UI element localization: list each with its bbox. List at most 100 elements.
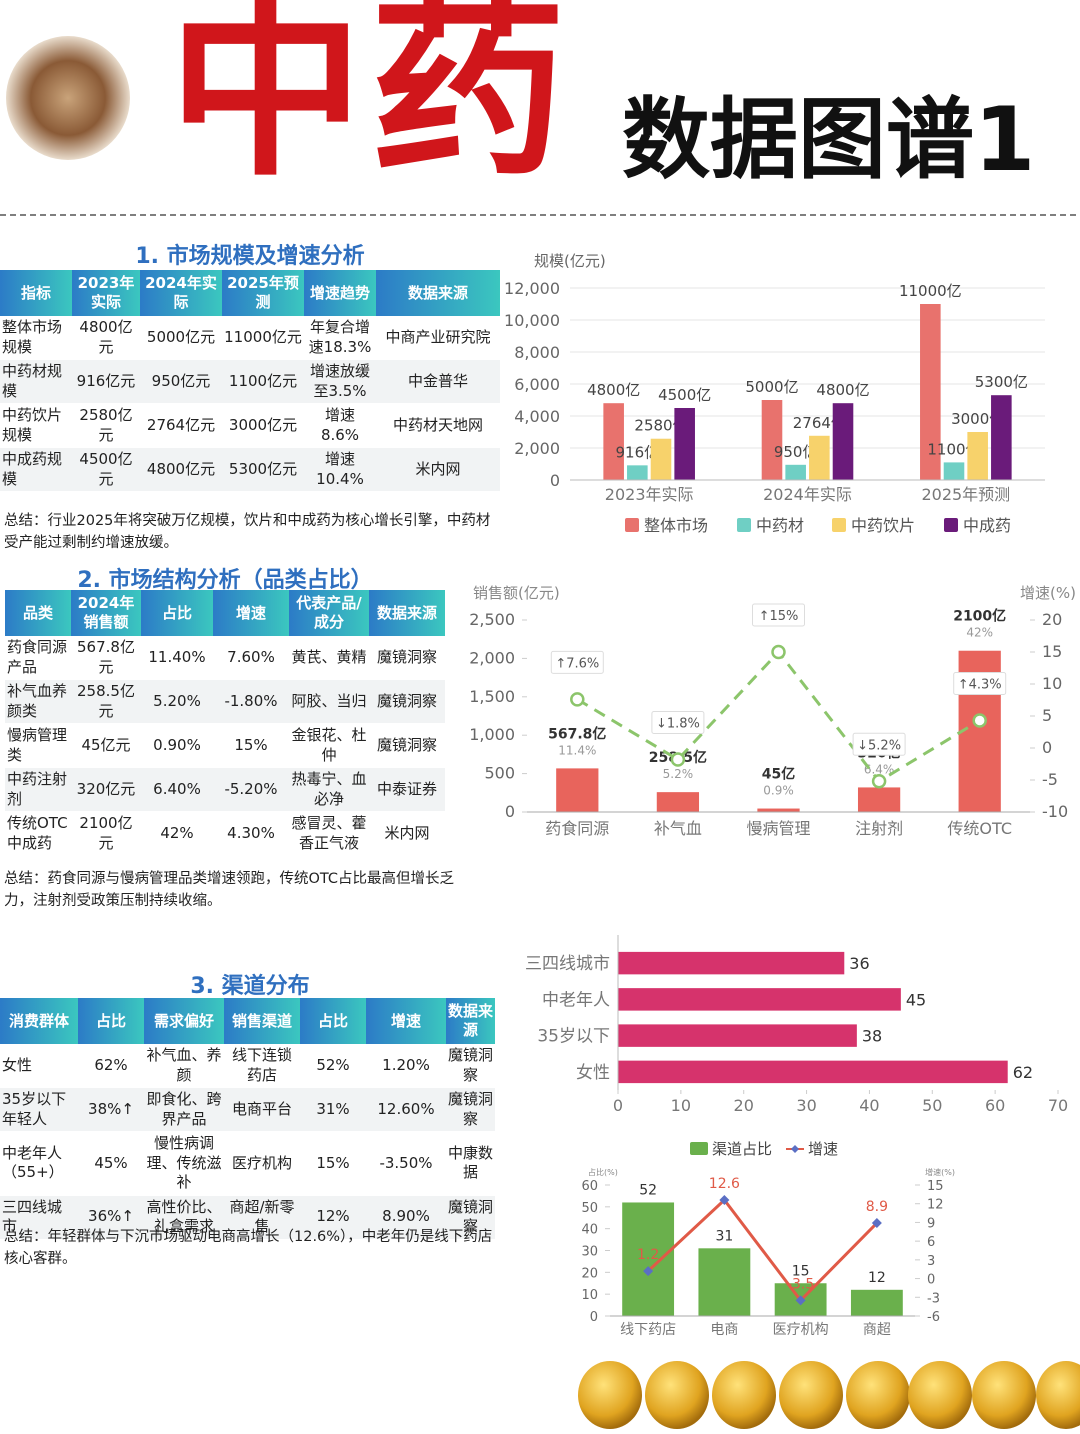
- header-row: 消费群体 占比 需求偏好 销售渠道 占比 增速 数据来源: [0, 998, 495, 1044]
- header-cell: 品类: [5, 590, 71, 636]
- data-label: 567.8亿: [548, 725, 606, 742]
- table-cell: 2100亿元: [71, 811, 141, 856]
- title: 中药: [168, 0, 573, 203]
- header-cell: 代表产品/成分: [289, 590, 369, 636]
- y-tick-label: 60: [581, 1179, 598, 1194]
- table-row: 女性 62% 补气血、养颜 线下连锁药店 52% 1.20% 魔镜洞察: [0, 1044, 495, 1088]
- header-cell: 消费群体: [0, 998, 78, 1044]
- table-cell: 魔镜洞察: [446, 1044, 495, 1088]
- data-label: 12: [868, 1270, 886, 1286]
- bar: [622, 1202, 675, 1316]
- chart: 规模(亿元) 0 2,000 4,000 6,000 8,000 10,000 12,000 2…: [504, 252, 1045, 535]
- section-heading: 3. 渠道分布: [190, 974, 310, 999]
- table-cell: 6.40%: [141, 767, 213, 812]
- table-cell: 补气血养颜类: [5, 679, 71, 724]
- share-label: 42%: [966, 626, 993, 640]
- y-tick-label: 女性: [576, 1063, 610, 1083]
- bar: [556, 768, 599, 812]
- x-tick-label: 2024年实际: [763, 485, 852, 504]
- bar: [618, 1024, 857, 1047]
- header-cell: 销售渠道: [224, 998, 300, 1044]
- table-row: 中药材规模 916亿元 950亿元 1100亿元 增速放缓至3.5% 中金普华: [0, 359, 500, 404]
- header-cell: 占比: [141, 590, 213, 636]
- y2-tick-label: 15: [1042, 642, 1062, 661]
- y-tick-label: 35岁以下: [537, 1027, 610, 1047]
- bar: [627, 465, 648, 480]
- bar: [991, 395, 1012, 480]
- header-cell: 指标: [0, 270, 72, 316]
- table-cell: 热毒宁、血必净: [289, 767, 369, 812]
- table-cell: 高性价比、礼盒需求: [144, 1195, 224, 1240]
- header-cell: 数据来源: [369, 590, 445, 636]
- y-tick-label: 2,000: [514, 439, 560, 458]
- x-tick-label: 70: [1048, 1096, 1068, 1115]
- line: [647, 1197, 878, 1303]
- herb-image: [6, 36, 130, 160]
- bar: [850, 1289, 903, 1316]
- y-axis-label: 规模(亿元): [534, 252, 606, 270]
- table-cell: 31%: [300, 1087, 366, 1132]
- y-axis-label: 销售额(亿元): [473, 584, 560, 602]
- y2-tick-label: 5: [1042, 706, 1052, 725]
- x-tick-label: 40: [859, 1096, 879, 1115]
- table-cell: 米内网: [369, 811, 445, 856]
- table-cell: 7.60%: [213, 636, 289, 680]
- header-cell: 2024年实际: [140, 270, 222, 316]
- y-tick-label: 2,000: [469, 648, 515, 667]
- y2-tick-label: 0: [1042, 738, 1052, 757]
- y-tick-label: 50: [581, 1201, 598, 1216]
- chart: 0 10 20 30 40 50 60 70 三四线城市 36 中老年人 45 35岁以下 38 女性 62: [525, 935, 1068, 1115]
- y2-tick-label: 20: [1042, 610, 1062, 629]
- table-row: 药食同源产品 567.8亿元 11.40% 7.60% 黄芪、黄精 魔镜洞察: [5, 636, 445, 680]
- table-cell: 中成药规模: [0, 447, 72, 492]
- data-label: 950亿: [774, 443, 818, 461]
- header-cell: 增速趋势: [304, 270, 376, 316]
- table-cell: 慢性病调理、传统滋补: [144, 1131, 224, 1196]
- bar: [618, 1060, 1008, 1084]
- table-cell: 36%↑: [78, 1195, 144, 1240]
- table-cell: 3000亿元: [222, 403, 304, 448]
- y-tick-label: 10,000: [504, 311, 560, 330]
- legend-swatch: [944, 518, 958, 532]
- data-label: 5000亿: [745, 378, 798, 396]
- marker: [871, 1218, 882, 1229]
- x-tick-label: 30: [796, 1096, 816, 1115]
- x-tick-label: 2025年预测: [921, 485, 1010, 504]
- section-heading: 1. 市场规模及增速分析: [135, 244, 365, 269]
- bar: [650, 438, 672, 480]
- y-tick-label: 中老年人: [542, 990, 610, 1010]
- y2-tick-label: -6: [927, 1310, 940, 1325]
- data-table: 消费群体 占比 需求偏好 销售渠道 占比 增速 数据来源 女性 62% 补气血、养颜 线下连锁药店 5…: [0, 998, 495, 1240]
- bar: [832, 403, 854, 480]
- data-table: 指标 2023年实际 2024年实际 2025年预测 增速趋势 数据来源 整体市场规模 480…: [0, 270, 500, 492]
- table-cell: 中金普华: [376, 359, 500, 404]
- table-cell: 5300亿元: [222, 447, 304, 492]
- header-row: 指标 2023年实际 2024年实际 2025年预测 增速趋势 数据来源: [0, 270, 500, 316]
- table-cell: 258.5亿元: [71, 679, 141, 724]
- header-cell: 数据来源: [446, 998, 495, 1044]
- x-tick-label: 50: [922, 1096, 942, 1115]
- table-cell: 线下连锁药店: [224, 1044, 300, 1088]
- x-tick-label: 补气血: [654, 819, 702, 838]
- label-box: [651, 711, 705, 735]
- data-label: 1100亿: [927, 440, 980, 458]
- bar: [967, 432, 988, 480]
- line: [576, 649, 981, 784]
- table-cell: 45亿元: [71, 723, 141, 768]
- line-label: ↑15%: [759, 609, 799, 624]
- legend-label: 中药饮片: [851, 516, 915, 535]
- y-tick-label: 500: [484, 764, 515, 783]
- table-row: 整体市场规模 4800亿元 5000亿元 11000亿元 年复合增速18.3% 中商产业研…: [0, 316, 500, 360]
- label-box: [953, 671, 1007, 695]
- chart: 销售额(亿元) 增速(%) 0 500 1,000 1,500 2,000 2,500 -10 -…: [469, 584, 1076, 838]
- table-cell: 慢病管理类: [5, 723, 71, 768]
- summary: 总结：年轻群体与下沉市场驱动电商高增长（12.6%），中老年仍是线下药店核心客群…: [4, 1229, 493, 1268]
- table-row: 传统OTC中成药 2100亿元 42% 4.30% 感冒灵、藿香正气液 米内网: [5, 811, 445, 856]
- table-cell: 15%: [213, 723, 289, 768]
- share-label: 6.4%: [864, 762, 895, 776]
- marker: [670, 752, 686, 767]
- data-label: 11000亿: [899, 282, 962, 300]
- y-tick-label: 2,500: [469, 610, 515, 629]
- legend-swatch: [690, 1142, 708, 1155]
- share-label: 11.4%: [558, 743, 596, 757]
